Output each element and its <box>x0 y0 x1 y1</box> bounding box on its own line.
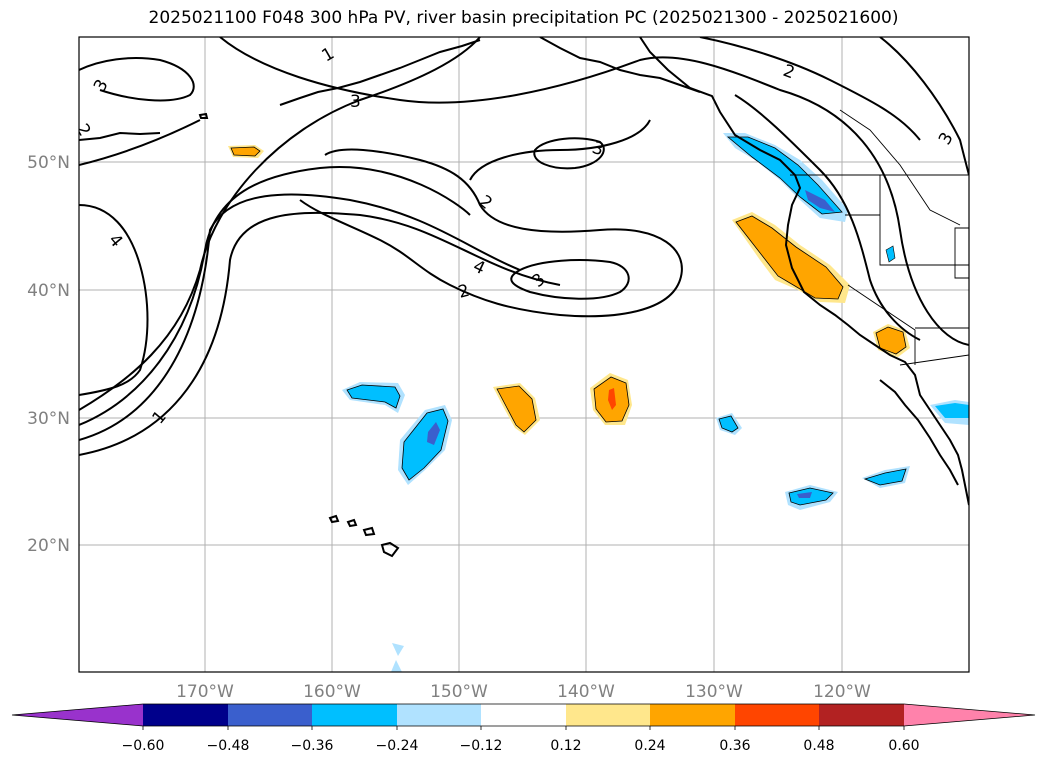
precipitation-shading <box>228 133 969 672</box>
pv-contour-3-small <box>533 137 605 170</box>
colorbar-segment <box>481 704 566 726</box>
precip-anomaly-negative <box>718 415 739 433</box>
pv-contour-2-loop <box>469 119 651 181</box>
pv-contour-label: 3 <box>350 92 361 112</box>
colorbar-tick-label: −0.48 <box>207 738 250 754</box>
pv-contours <box>79 37 969 456</box>
pv-contour-2 <box>79 166 471 426</box>
lat-label-30n: 30°N <box>27 409 70 429</box>
colorbar-tick-label: 0.24 <box>634 738 665 754</box>
precip-anomaly-negative <box>935 403 969 418</box>
colorbar-tick-label: −0.60 <box>122 738 165 754</box>
pv-contour-3-closed <box>299 148 683 318</box>
pv-contour-1 <box>79 37 481 411</box>
lon-label-120w: 120°W <box>813 682 871 702</box>
aleutian-island <box>198 112 209 119</box>
pv-contour-west <box>79 204 149 396</box>
island-kauai <box>328 514 340 524</box>
precip-anomaly-negative <box>346 384 401 409</box>
colorbar-tick-label: 0.36 <box>719 738 750 754</box>
coastline-alaska-south <box>539 37 701 93</box>
precip-anomaly-positive <box>230 146 261 157</box>
lon-label-170w: 170°W <box>176 682 234 702</box>
colorbar-segment <box>566 704 650 726</box>
pv-contour-label: 3 <box>528 270 549 292</box>
pv-contour-label: 1 <box>319 44 338 67</box>
island-oahu <box>346 518 358 528</box>
island-hawaii <box>380 541 400 558</box>
precip-anomaly-negative <box>885 245 896 263</box>
pv-contour-label: 2 <box>72 121 95 140</box>
colorbar-segment <box>819 704 904 726</box>
pv-contour-2-northeast <box>699 37 921 141</box>
precip-anomaly-negative <box>392 643 404 656</box>
pv-contour-label: 2 <box>475 192 496 214</box>
colorbar-tick-label: −0.24 <box>376 738 419 754</box>
lon-label-160w: 160°W <box>303 682 361 702</box>
colorbar: −0.60 −0.48 −0.36 −0.24 −0.12 0.12 0.24 … <box>11 703 1036 754</box>
lat-label-50n: 50°N <box>27 153 70 173</box>
precip-anomaly-positive <box>608 388 616 410</box>
precip-anomaly-negative <box>797 492 812 498</box>
colorbar-segment <box>650 704 735 726</box>
pv-contour-label: 3 <box>935 129 958 148</box>
colorbar-segment <box>143 704 228 726</box>
colorbar-tick-label: −0.12 <box>460 738 503 754</box>
precip-anomaly-negative <box>788 487 834 506</box>
precip-anomaly-negative <box>805 190 835 212</box>
colorbar-tick-label: −0.36 <box>291 738 334 754</box>
pv-contour-label: 2 <box>456 281 472 303</box>
pv-contour-label: 2 <box>780 61 797 83</box>
latitude-labels: 50°N 40°N 30°N 20°N <box>27 153 70 556</box>
lon-label-150w: 150°W <box>430 682 488 702</box>
coastline-alaska <box>279 39 481 106</box>
island-maui <box>362 526 376 537</box>
lon-label-140w: 140°W <box>557 682 615 702</box>
coastline-north-america <box>639 37 969 506</box>
pv-contour-inner-low <box>510 259 630 300</box>
map-frame <box>78 36 970 673</box>
coastline-baja-california <box>879 379 959 486</box>
colorbar-segment <box>228 704 312 726</box>
longitude-labels: 170°W 160°W 150°W 140°W 130°W 120°W <box>176 682 871 702</box>
colorbar-segment <box>735 704 819 726</box>
pv-contour-kamchatka <box>79 119 201 166</box>
pv-contour-north-loop <box>79 57 195 102</box>
precip-anomaly-negative <box>863 468 907 486</box>
pv-contour-3-northeast <box>879 37 969 176</box>
coastline-kamchatka <box>79 131 161 141</box>
pv-contour-pacific-ridge <box>219 37 969 346</box>
pv-contour-3 <box>79 193 521 441</box>
precip-anomaly-negative <box>391 660 402 672</box>
colorbar-extend-high <box>904 704 1035 726</box>
pv-contour-label: 4 <box>104 230 126 251</box>
lat-label-20n: 20°N <box>27 536 70 556</box>
colorbar-tick-label: 0.12 <box>550 738 581 754</box>
lon-label-130w: 130°W <box>685 682 743 702</box>
political-borders <box>790 109 969 366</box>
colorbar-tick-label: 0.60 <box>888 738 919 754</box>
colorbar-extend-low <box>12 704 143 726</box>
precip-anomaly-negative <box>427 422 440 445</box>
colorbar-tick-label: 0.48 <box>803 738 834 754</box>
pv-contour-bc <box>734 94 921 341</box>
map-title: 2025021100 F048 300 hPa PV, river basin … <box>148 8 899 28</box>
colorbar-segment <box>397 704 481 726</box>
precip-anomaly-positive <box>496 385 537 433</box>
lat-label-40n: 40°N <box>27 281 70 301</box>
colorbar-segment <box>312 704 397 726</box>
graticule <box>79 37 969 672</box>
pv-contour-4 <box>79 211 561 456</box>
colorbar-tick-marks <box>142 726 905 730</box>
pv-contour-label: 4 <box>470 256 488 279</box>
coastlines <box>79 37 969 558</box>
